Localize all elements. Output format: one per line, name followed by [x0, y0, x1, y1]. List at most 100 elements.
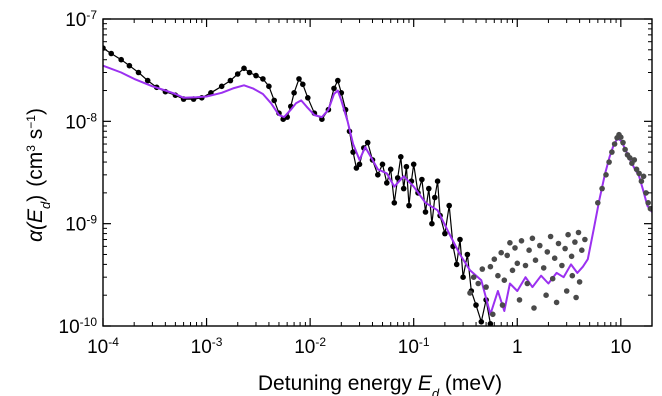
data-point — [569, 272, 576, 279]
axis-ticks: 10-4 10-3 10-2 10-1 1 10 10-10 10-9 10-8 10-7 — [59, 8, 652, 358]
data-point — [640, 173, 647, 180]
data-point — [419, 176, 425, 183]
data-point — [246, 69, 253, 76]
y-tick-label: 10-8 — [65, 110, 97, 133]
data-point — [144, 77, 151, 84]
data-point — [375, 172, 381, 178]
series-2 — [467, 131, 652, 318]
data-point — [501, 277, 508, 284]
data-point — [422, 209, 429, 215]
data-point — [638, 178, 645, 184]
data-point — [487, 263, 494, 270]
data-point — [645, 200, 651, 206]
data-point — [410, 161, 417, 168]
data-point — [540, 265, 547, 271]
data-point — [631, 157, 638, 163]
data-point — [253, 72, 259, 79]
data-point — [387, 166, 394, 173]
data-point — [126, 62, 133, 69]
data-point — [529, 235, 536, 242]
data-point — [432, 194, 438, 201]
data-point — [464, 251, 471, 258]
data-point — [516, 297, 523, 303]
data-point — [391, 200, 398, 206]
data-point — [446, 202, 453, 209]
data-point — [394, 175, 401, 181]
data-point — [335, 77, 341, 84]
data-point — [627, 155, 633, 161]
data-point — [532, 257, 539, 264]
data-point — [260, 76, 266, 82]
data-point — [218, 83, 225, 90]
data-point — [599, 185, 605, 192]
data-point — [460, 274, 466, 281]
data-point — [475, 280, 482, 287]
data-point — [403, 163, 410, 170]
data-point — [364, 139, 371, 146]
data-point — [434, 178, 441, 184]
data-point — [603, 172, 609, 178]
data-point — [573, 294, 579, 301]
data-point — [514, 260, 521, 267]
data-point — [442, 230, 448, 237]
data-point — [479, 266, 486, 272]
x-axis-label: Detuning energy Ed (meV) — [258, 372, 502, 396]
data-point — [522, 262, 529, 269]
data-point — [518, 238, 525, 244]
data-point — [108, 50, 114, 57]
data-point — [544, 249, 551, 255]
data-point — [429, 220, 435, 227]
data-point — [531, 305, 537, 311]
data-point — [398, 154, 404, 160]
data-point — [356, 161, 363, 168]
data-point — [400, 185, 407, 192]
data-point — [504, 252, 511, 259]
data-point — [633, 166, 640, 173]
data-point — [636, 170, 642, 177]
data-point — [491, 256, 498, 263]
data-point — [473, 302, 479, 308]
data-point — [507, 240, 513, 246]
x-tick-label: 10-3 — [191, 335, 223, 358]
data-point — [647, 205, 652, 212]
data-point — [499, 302, 506, 308]
data-point — [470, 274, 477, 281]
data-point — [490, 311, 496, 318]
data-point — [606, 159, 612, 165]
data-point — [595, 200, 601, 206]
data-point — [565, 231, 571, 238]
x-tick-label: 10-1 — [398, 335, 430, 358]
data-point — [241, 65, 247, 72]
data-point — [551, 255, 558, 261]
data-point — [384, 180, 390, 186]
series-1 — [103, 64, 652, 316]
x-tick-label: 10 — [610, 337, 631, 358]
data-point — [620, 139, 626, 146]
data-point — [553, 299, 560, 306]
data-point — [526, 247, 532, 253]
data-point — [118, 56, 124, 63]
data-point — [353, 165, 360, 171]
data-point — [562, 245, 568, 252]
data-point — [300, 81, 306, 88]
data-point — [611, 141, 618, 147]
data-point — [319, 116, 325, 122]
y-tick-label: 10-7 — [65, 8, 97, 31]
data-point — [549, 275, 556, 282]
x-tick-label: 1 — [512, 337, 523, 358]
data-point — [296, 76, 302, 82]
data-point — [467, 290, 473, 296]
x-tick-label: 10-2 — [294, 335, 326, 358]
y-tick-label: 10-10 — [59, 315, 98, 338]
data-point — [453, 261, 460, 268]
data-point — [575, 229, 582, 236]
data-point — [487, 321, 494, 326]
plot-content — [103, 45, 652, 326]
data-point — [495, 272, 501, 279]
data-point — [622, 146, 628, 153]
x-tick-label: 10-4 — [87, 335, 119, 358]
data-point — [498, 249, 505, 256]
data-point — [291, 90, 297, 96]
data-point — [509, 267, 516, 274]
